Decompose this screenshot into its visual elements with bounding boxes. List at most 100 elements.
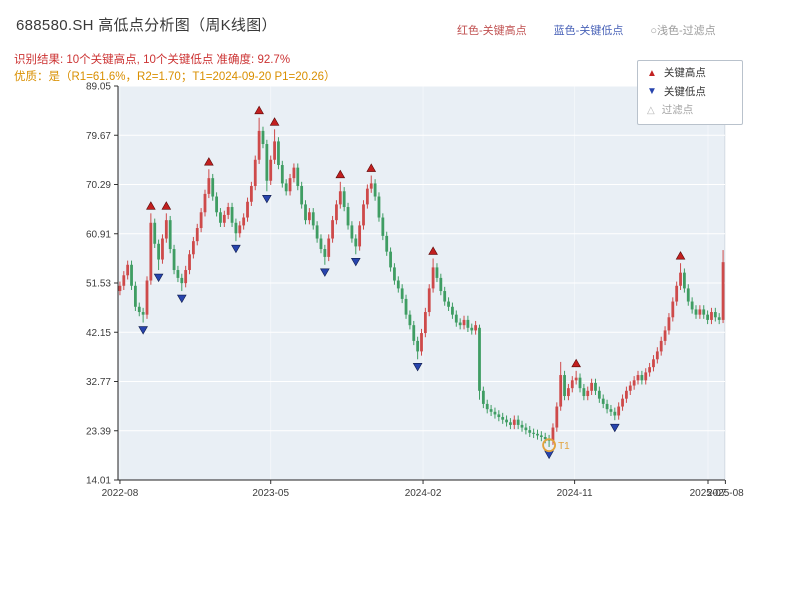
candle: [698, 305, 702, 319]
candle: [412, 320, 416, 346]
candle: [613, 407, 617, 421]
legend-item-key-low: ▼ 关键低点: [647, 86, 733, 99]
candle: [632, 376, 636, 390]
candle: [304, 200, 307, 225]
candle: [431, 258, 435, 293]
candle: [683, 268, 686, 293]
x-tick-label: 2022-08: [102, 488, 139, 499]
candle: [590, 378, 594, 395]
candle: [249, 181, 253, 206]
candle: [203, 189, 207, 217]
t1-label: T1: [558, 441, 570, 452]
candle: [474, 320, 478, 335]
candle: [269, 155, 273, 185]
candle: [686, 284, 690, 306]
candle: [315, 221, 319, 243]
candle: [153, 218, 157, 248]
x-tick-label: 2024-02: [405, 488, 442, 499]
candle: [655, 347, 659, 364]
candle: [404, 294, 408, 319]
key-high-marker: [161, 201, 172, 210]
candle: [164, 213, 168, 243]
candle: [184, 265, 188, 288]
y-tick-label: 89.05: [86, 82, 111, 93]
candle: [408, 310, 412, 330]
triangle-down-icon: ▼: [647, 86, 657, 98]
header-legend: 红色-关键高点 蓝色-关键低点 ○浅色-过滤点: [457, 22, 716, 38]
candle: [342, 187, 346, 212]
candle: [369, 175, 373, 193]
key-low-marker: [153, 273, 164, 283]
y-tick-label: 14.01: [86, 476, 111, 487]
candle: [659, 336, 663, 356]
candle: [195, 223, 199, 246]
candle: [346, 202, 350, 230]
candle: [176, 265, 180, 283]
candle: [648, 362, 652, 377]
candle: [381, 213, 385, 241]
candle: [512, 415, 516, 430]
candle: [393, 263, 396, 285]
candle: [605, 399, 609, 414]
candle: [481, 386, 485, 409]
key-high-markers: [146, 105, 686, 368]
key-low-marker: [350, 257, 361, 267]
candle: [485, 399, 489, 414]
chart-legend-box: ▲ 关键高点 ▼ 关键低点 △ 过滤点: [637, 60, 743, 125]
key-low-marker: [138, 326, 148, 335]
candle: [230, 202, 234, 227]
key-high-marker: [204, 157, 214, 166]
candle: [493, 407, 497, 419]
y-tick-label: 23.39: [86, 426, 111, 437]
page-title: 688580.SH 高低点分析图（周K线图）: [16, 17, 277, 34]
candle: [222, 210, 226, 227]
x-tick-label: 2025-08: [707, 488, 744, 499]
candle: [172, 244, 176, 275]
candle: [625, 386, 628, 403]
key-high-marker: [335, 169, 346, 179]
candle: [636, 370, 640, 385]
y-tick-label: 79.67: [86, 131, 111, 142]
candle: [559, 361, 563, 411]
candle: [180, 273, 184, 292]
y-axis-tick-labels: 89.05 79.67 70.29 60.91 51.53 42.15 32.77 23.39…: [86, 82, 118, 487]
x-tick-label: 2023-05: [252, 488, 289, 499]
candle: [300, 181, 304, 209]
candle: [675, 281, 679, 306]
candle: [126, 260, 130, 280]
candle: [582, 383, 586, 401]
candle: [358, 221, 362, 251]
candle: [478, 324, 481, 400]
candle: [451, 302, 454, 319]
y-tick-label: 42.15: [86, 328, 111, 339]
candle: [597, 386, 601, 403]
candle: [335, 200, 338, 225]
recognition-result-text: 识别结果: 10个关键高点, 10个关键低点 准确度: 92.7%: [14, 54, 291, 66]
candle: [439, 273, 443, 296]
candle: [501, 412, 505, 424]
candle: [362, 200, 365, 230]
candle: [710, 307, 713, 325]
x-tick-label: 2024-11: [557, 488, 593, 499]
key-low-marker: [262, 194, 272, 204]
candle: [199, 208, 203, 233]
candle: [149, 213, 153, 285]
candle: [706, 310, 710, 325]
y-tick-label: 70.29: [86, 180, 111, 191]
candle: [284, 179, 288, 196]
candle: [423, 307, 427, 338]
candle: [354, 234, 358, 255]
candle: [226, 202, 230, 220]
candle: [296, 163, 300, 191]
candle: [331, 215, 334, 243]
candle: [365, 184, 369, 209]
candle: [246, 197, 249, 222]
candle: [690, 297, 694, 314]
candle: [462, 315, 466, 330]
candle: [273, 129, 276, 164]
candle: [532, 428, 536, 439]
key-low-marker: [231, 244, 241, 254]
candle: [242, 213, 246, 230]
candle: [373, 179, 377, 201]
